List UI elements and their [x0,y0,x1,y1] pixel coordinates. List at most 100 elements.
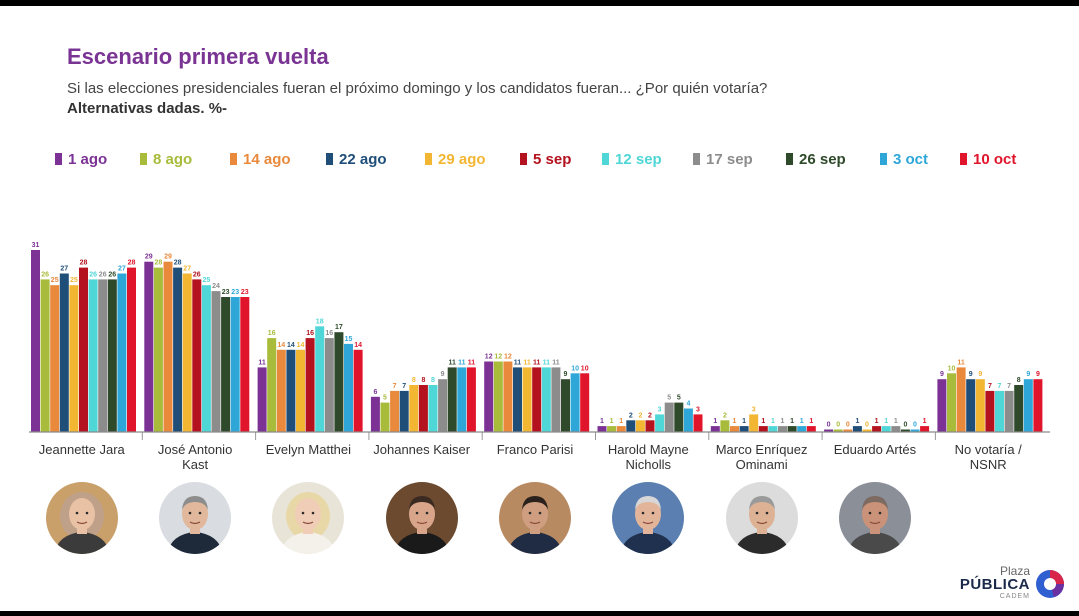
data-label: 9 [978,371,982,378]
data-label: 9 [441,371,445,378]
data-label: 0 [913,422,917,429]
bar [173,267,183,432]
bar [296,349,305,432]
data-label: 17 [335,324,343,331]
legend-label: 26 sep [799,151,846,168]
data-label: 12 [494,354,502,361]
data-label: 26 [99,271,107,278]
data-label: 27 [60,266,68,273]
data-label: 15 [345,336,353,343]
data-label: 16 [325,330,333,337]
category-label: Nicholls [626,457,672,472]
data-label: 29 [164,254,172,261]
man-portrait-icon [385,482,458,554]
bar [674,402,684,432]
data-label: 5 [667,395,671,402]
chart-note: Alternativas dadas. %- [67,100,228,117]
bar [739,426,749,432]
man-portrait-icon [725,482,798,554]
data-label: 1 [894,418,898,425]
data-label: 12 [485,354,493,361]
bar [484,361,494,432]
bar [758,426,768,432]
legend-item: 1 ago [55,151,107,168]
bar [466,367,476,432]
bar [1033,379,1043,432]
data-label: 11 [258,359,266,366]
bar [370,396,380,432]
data-label: 16 [306,330,314,337]
legend-swatch [425,153,432,165]
data-label: 1 [781,418,785,425]
legend-label: 29 ago [438,151,486,168]
data-label: 23 [222,289,230,296]
bar [59,273,69,432]
data-label: 1 [875,418,879,425]
data-label: 7 [998,383,1002,390]
bar [655,414,665,432]
bar [551,367,561,432]
bar [645,420,655,432]
data-label: 9 [940,371,944,378]
bar [852,426,862,432]
data-label: 0 [865,422,869,429]
data-label: 1 [771,418,775,425]
data-label: 5 [677,395,681,402]
bar [1004,390,1014,432]
data-label: 1 [742,418,746,425]
bar [607,426,617,432]
bar [778,426,787,432]
data-label: 11 [533,359,541,366]
bar [418,385,428,432]
bar [975,379,985,432]
bar [768,426,778,432]
data-label: 9 [969,371,973,378]
bar [710,426,720,432]
data-label: 11 [514,359,522,366]
logo-text-cadem: CADEM [999,593,1030,600]
legend-item: 14 ago [230,151,291,168]
bar [438,379,448,432]
bar [201,285,211,432]
bar [513,367,522,432]
bar [956,367,966,432]
logo-text-plaza: Plaza [999,564,1030,578]
data-label: 8 [412,377,416,384]
data-label: 8 [431,377,435,384]
bar [683,408,693,432]
data-label: 8 [421,377,425,384]
data-label: 3 [696,406,700,413]
legend-swatch [140,153,147,165]
bar [257,367,267,432]
bar [985,390,995,432]
bar [88,279,98,432]
data-label: 1 [619,418,623,425]
bar [730,426,739,432]
bar [163,261,173,432]
data-label: 24 [212,283,220,290]
bar [891,426,901,432]
data-label: 27 [183,266,191,273]
bar [324,338,334,432]
data-label: 25 [203,277,211,284]
bar [390,390,400,432]
legend-label: 3 oct [893,151,929,168]
logo-text-publica: PÚBLICA [959,576,1030,593]
data-label: 11 [552,359,560,366]
legend-item: 17 sep [693,151,753,168]
bottom-border [0,611,1079,616]
bar [286,349,296,432]
data-label: 26 [41,271,49,278]
man-portrait-icon [612,482,685,554]
data-label: 2 [648,412,652,419]
legend-item: 12 sep [602,151,662,168]
legend-swatch [602,153,609,165]
bar [182,273,192,432]
bar [787,426,797,432]
bar [532,367,542,432]
data-label: 5 [383,395,387,402]
data-label: 14 [297,342,305,349]
bar [305,338,315,432]
category-label: José Antonio [158,442,232,457]
bar [79,267,88,432]
